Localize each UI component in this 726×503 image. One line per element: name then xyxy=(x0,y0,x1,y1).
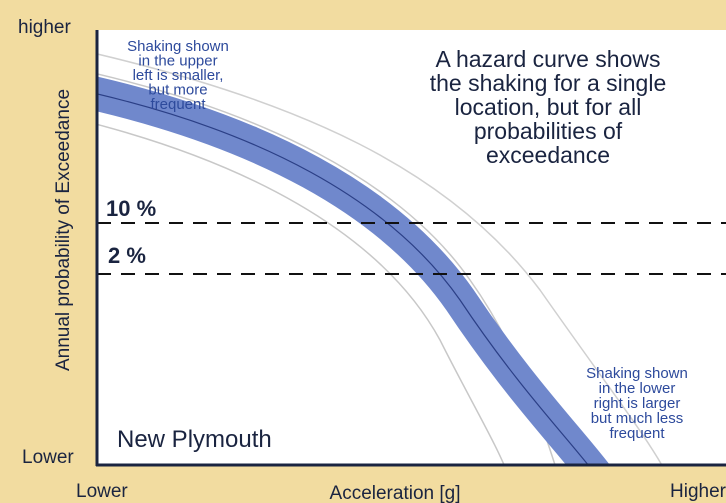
x-axis-title: Acceleration [g] xyxy=(330,483,461,503)
note-line: the shaking for a single xyxy=(430,70,667,96)
outer-curve xyxy=(97,53,663,465)
location-label: New Plymouth xyxy=(117,426,272,453)
note-line: Shaking shown xyxy=(127,38,229,55)
note-line: but much less xyxy=(591,410,684,427)
y-top-label: higher xyxy=(18,17,71,38)
y-axis-title: Annual probability of Exceedance xyxy=(53,89,74,371)
note-line: in the lower xyxy=(599,380,676,397)
note-line: left is smaller, xyxy=(133,67,224,84)
outer-curve xyxy=(97,123,505,465)
note-line: but more xyxy=(148,82,207,99)
x-right-label: Higher xyxy=(670,481,726,502)
note-line: in the upper xyxy=(138,53,217,70)
note-line: exceedance xyxy=(486,142,610,168)
line-label: 10 % xyxy=(106,196,156,221)
note-line: probabilities of xyxy=(474,118,623,144)
note-line: A hazard curve shows xyxy=(435,46,660,72)
note-line: Shaking shown xyxy=(586,365,688,382)
note-line: location, but for all xyxy=(455,94,642,120)
y-bottom-label: Lower xyxy=(22,447,74,468)
note-line: frequent xyxy=(150,96,206,113)
note-line: frequent xyxy=(609,425,665,442)
x-left-label: Lower xyxy=(76,481,128,502)
line-label: 2 % xyxy=(108,243,146,268)
note-line: right is larger xyxy=(594,395,681,412)
